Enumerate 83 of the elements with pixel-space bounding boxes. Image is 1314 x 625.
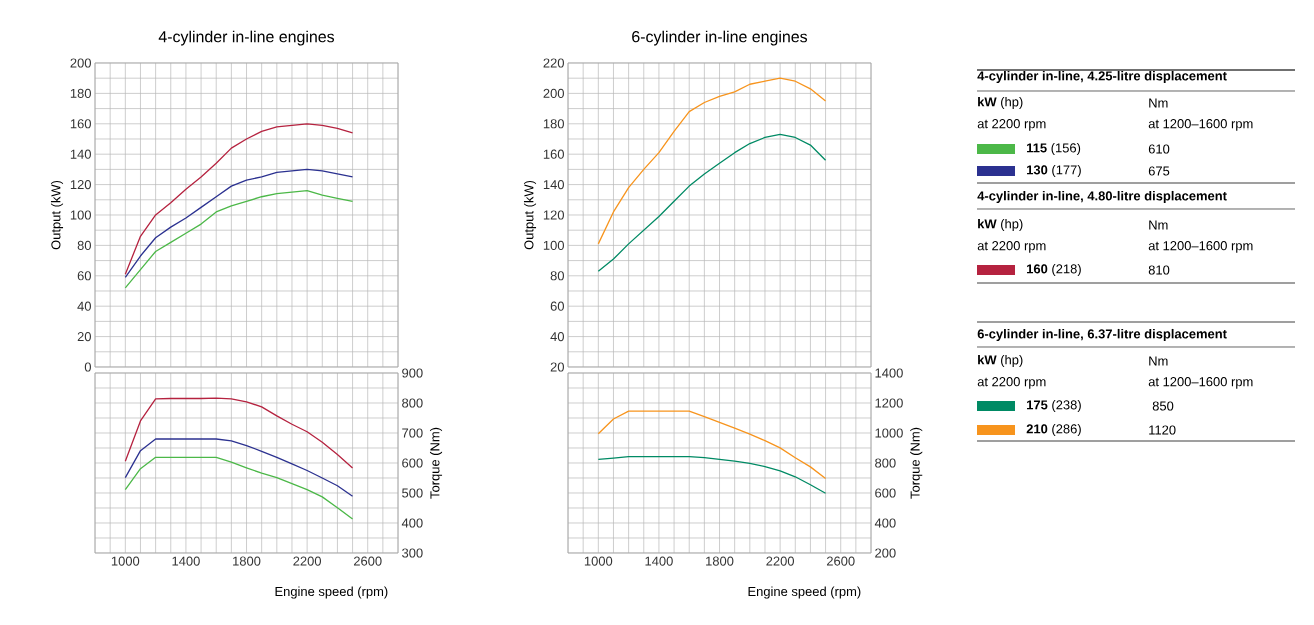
line-series — [597, 77, 827, 245]
y-tick-label: 140 — [543, 179, 564, 190]
y-axis-title: Torque (Nm) — [910, 427, 923, 499]
text: at 2200 rpm — [977, 377, 1046, 389]
y-tick-label: 900 — [402, 368, 423, 378]
y-tick-label: 200 — [543, 88, 564, 98]
legend-label: 130 (177) — [1027, 164, 1081, 178]
legend-label: 160 (218) — [1027, 263, 1081, 277]
y-tick-label: 1400 — [875, 368, 903, 378]
legend-label: 115 (156) — [1027, 142, 1081, 156]
y-tick-label: 220 — [543, 58, 564, 68]
y-tick-label: 40 — [77, 301, 91, 311]
x-axis-title: Engine speed (rpm) — [275, 586, 388, 599]
text: Nm — [1149, 356, 1168, 366]
line-series — [124, 190, 354, 289]
text: 850 — [1152, 401, 1174, 411]
y-tick-label: 800 — [875, 458, 896, 468]
x-tick-label: 2200 — [766, 556, 795, 566]
text: 4-cylinder in-line, 4.25-litre displacement — [977, 70, 1227, 84]
text: Nm — [1149, 98, 1168, 108]
text: 4-cylinder in-line, 4.80-litre displacement — [977, 190, 1227, 204]
y-tick-label: 100 — [70, 210, 91, 220]
y-tick-label: 160 — [543, 149, 564, 159]
text: at 1200–1600 rpm — [1148, 241, 1253, 253]
y-tick-label: 200 — [70, 58, 91, 68]
text: 675 — [1148, 166, 1170, 176]
y-tick-label: 200 — [875, 548, 896, 558]
y-tick-label: 1200 — [875, 398, 903, 408]
y-tick-label: 180 — [70, 88, 91, 98]
y-tick-label: 1000 — [875, 428, 903, 438]
text: 6-cylinder in-line, 6.37-litre displacement — [977, 328, 1227, 342]
y-axis-title: Output (kW) — [523, 180, 537, 250]
y-tick-label: 700 — [402, 428, 423, 438]
text: 810 — [1148, 265, 1170, 275]
text: at 1200–1600 rpm — [1148, 377, 1253, 389]
y-tick-label: 500 — [402, 488, 423, 498]
text: 1120 — [1149, 425, 1176, 435]
text: at 2200 rpm — [977, 119, 1046, 131]
y-tick-label: 120 — [70, 179, 91, 190]
y-tick-label: 180 — [543, 119, 564, 129]
y-tick-label: 400 — [401, 518, 423, 528]
y-tick-label: 120 — [543, 210, 564, 220]
text: 610 — [1148, 144, 1170, 154]
x-tick-label: 1800 — [706, 556, 734, 566]
chart-title: 4-cylinder in-line engines — [158, 30, 335, 46]
y-tick-label: 40 — [550, 331, 564, 342]
x-tick-label: 1000 — [111, 556, 140, 566]
text: Nm — [1149, 220, 1168, 230]
x-tick-label: 1400 — [645, 556, 673, 566]
x-tick-label: 1800 — [233, 556, 261, 566]
y-tick-label: 300 — [402, 548, 423, 558]
y-tick-label: 20 — [550, 362, 564, 372]
legend-label: 210 (286) — [1026, 423, 1081, 437]
y-axis-title: Output (kW) — [50, 180, 64, 250]
y-tick-label: 80 — [77, 240, 91, 250]
line-series — [124, 123, 354, 275]
y-tick-label: 600 — [402, 458, 423, 468]
y-tick-label: 100 — [543, 240, 564, 250]
line-series — [124, 168, 354, 278]
x-tick-label: 1000 — [584, 556, 613, 566]
y-axis-title: Torque (Nm) — [429, 427, 443, 499]
y-tick-label: 600 — [875, 488, 896, 498]
text: kW (hp) — [978, 218, 1023, 232]
x-tick-label: 2200 — [293, 556, 322, 566]
text: kW (hp) — [978, 96, 1023, 110]
y-tick-label: 60 — [77, 271, 91, 281]
y-tick-label: 140 — [70, 149, 91, 159]
x-axis-title: Engine speed (rpm) — [748, 586, 861, 599]
y-tick-label: 20 — [77, 331, 91, 342]
text: at 1200–1600 rpm — [1148, 119, 1253, 131]
y-tick-label: 400 — [874, 518, 896, 528]
x-tick-label: 2600 — [353, 556, 382, 566]
y-tick-label: 800 — [402, 398, 423, 408]
x-tick-label: 2600 — [826, 556, 855, 566]
text: kW (hp) — [978, 354, 1023, 368]
chart-title: 6-cylinder in-line engines — [632, 30, 808, 46]
y-tick-label: 80 — [550, 271, 564, 281]
x-tick-label: 1400 — [172, 556, 200, 566]
text: at 2200 rpm — [977, 241, 1046, 253]
y-tick-label: 60 — [550, 301, 564, 311]
legend-label: 175 (238) — [1027, 399, 1081, 413]
y-tick-label: 0 — [84, 362, 91, 372]
y-tick-label: 160 — [70, 119, 91, 129]
